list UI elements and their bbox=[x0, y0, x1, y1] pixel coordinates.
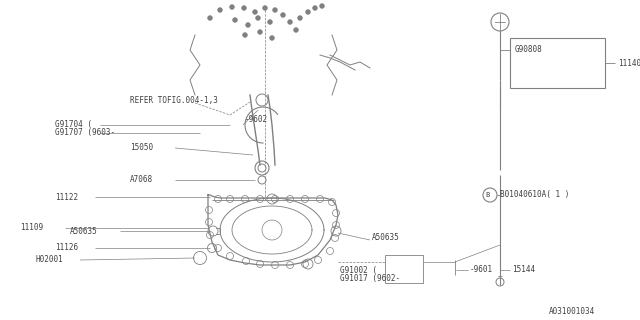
Text: A7068: A7068 bbox=[130, 175, 153, 185]
Text: 11109: 11109 bbox=[20, 223, 43, 233]
Circle shape bbox=[273, 8, 277, 12]
Circle shape bbox=[208, 16, 212, 20]
Circle shape bbox=[313, 6, 317, 10]
Circle shape bbox=[281, 13, 285, 17]
Text: G91704 (: G91704 ( bbox=[55, 121, 92, 130]
Circle shape bbox=[230, 5, 234, 9]
Circle shape bbox=[298, 16, 302, 20]
Circle shape bbox=[246, 23, 250, 27]
Text: -9602: -9602 bbox=[245, 116, 268, 124]
Circle shape bbox=[242, 6, 246, 10]
Text: 15050: 15050 bbox=[130, 143, 153, 153]
Text: 15144: 15144 bbox=[512, 266, 535, 275]
Circle shape bbox=[288, 20, 292, 24]
Text: A50635: A50635 bbox=[372, 234, 400, 243]
Circle shape bbox=[320, 4, 324, 8]
Text: 11126: 11126 bbox=[55, 244, 78, 252]
Text: B01040610A( 1 ): B01040610A( 1 ) bbox=[500, 190, 570, 199]
Text: G91017 (9602-: G91017 (9602- bbox=[340, 274, 400, 283]
Circle shape bbox=[258, 30, 262, 34]
Circle shape bbox=[270, 36, 274, 40]
Text: 11140: 11140 bbox=[618, 59, 640, 68]
Text: 11122: 11122 bbox=[55, 193, 78, 202]
Circle shape bbox=[263, 6, 268, 10]
Circle shape bbox=[253, 10, 257, 14]
Text: -9601: -9601 bbox=[470, 266, 493, 275]
Circle shape bbox=[268, 20, 272, 24]
Text: A031001034: A031001034 bbox=[548, 308, 595, 316]
Bar bbox=[385, 255, 423, 283]
Text: H02001: H02001 bbox=[35, 255, 63, 265]
Text: G90808: G90808 bbox=[515, 45, 543, 54]
Text: G91002 (: G91002 ( bbox=[340, 266, 377, 275]
Circle shape bbox=[256, 16, 260, 20]
Circle shape bbox=[306, 10, 310, 14]
Circle shape bbox=[294, 28, 298, 32]
Circle shape bbox=[218, 8, 222, 12]
Text: B: B bbox=[486, 192, 490, 198]
Text: G91707 (9603-: G91707 (9603- bbox=[55, 129, 115, 138]
Text: REFER TOFIG.004-1,3: REFER TOFIG.004-1,3 bbox=[130, 95, 218, 105]
Circle shape bbox=[233, 18, 237, 22]
Text: A50635: A50635 bbox=[70, 227, 98, 236]
Bar bbox=[510, 38, 605, 88]
Circle shape bbox=[243, 33, 247, 37]
